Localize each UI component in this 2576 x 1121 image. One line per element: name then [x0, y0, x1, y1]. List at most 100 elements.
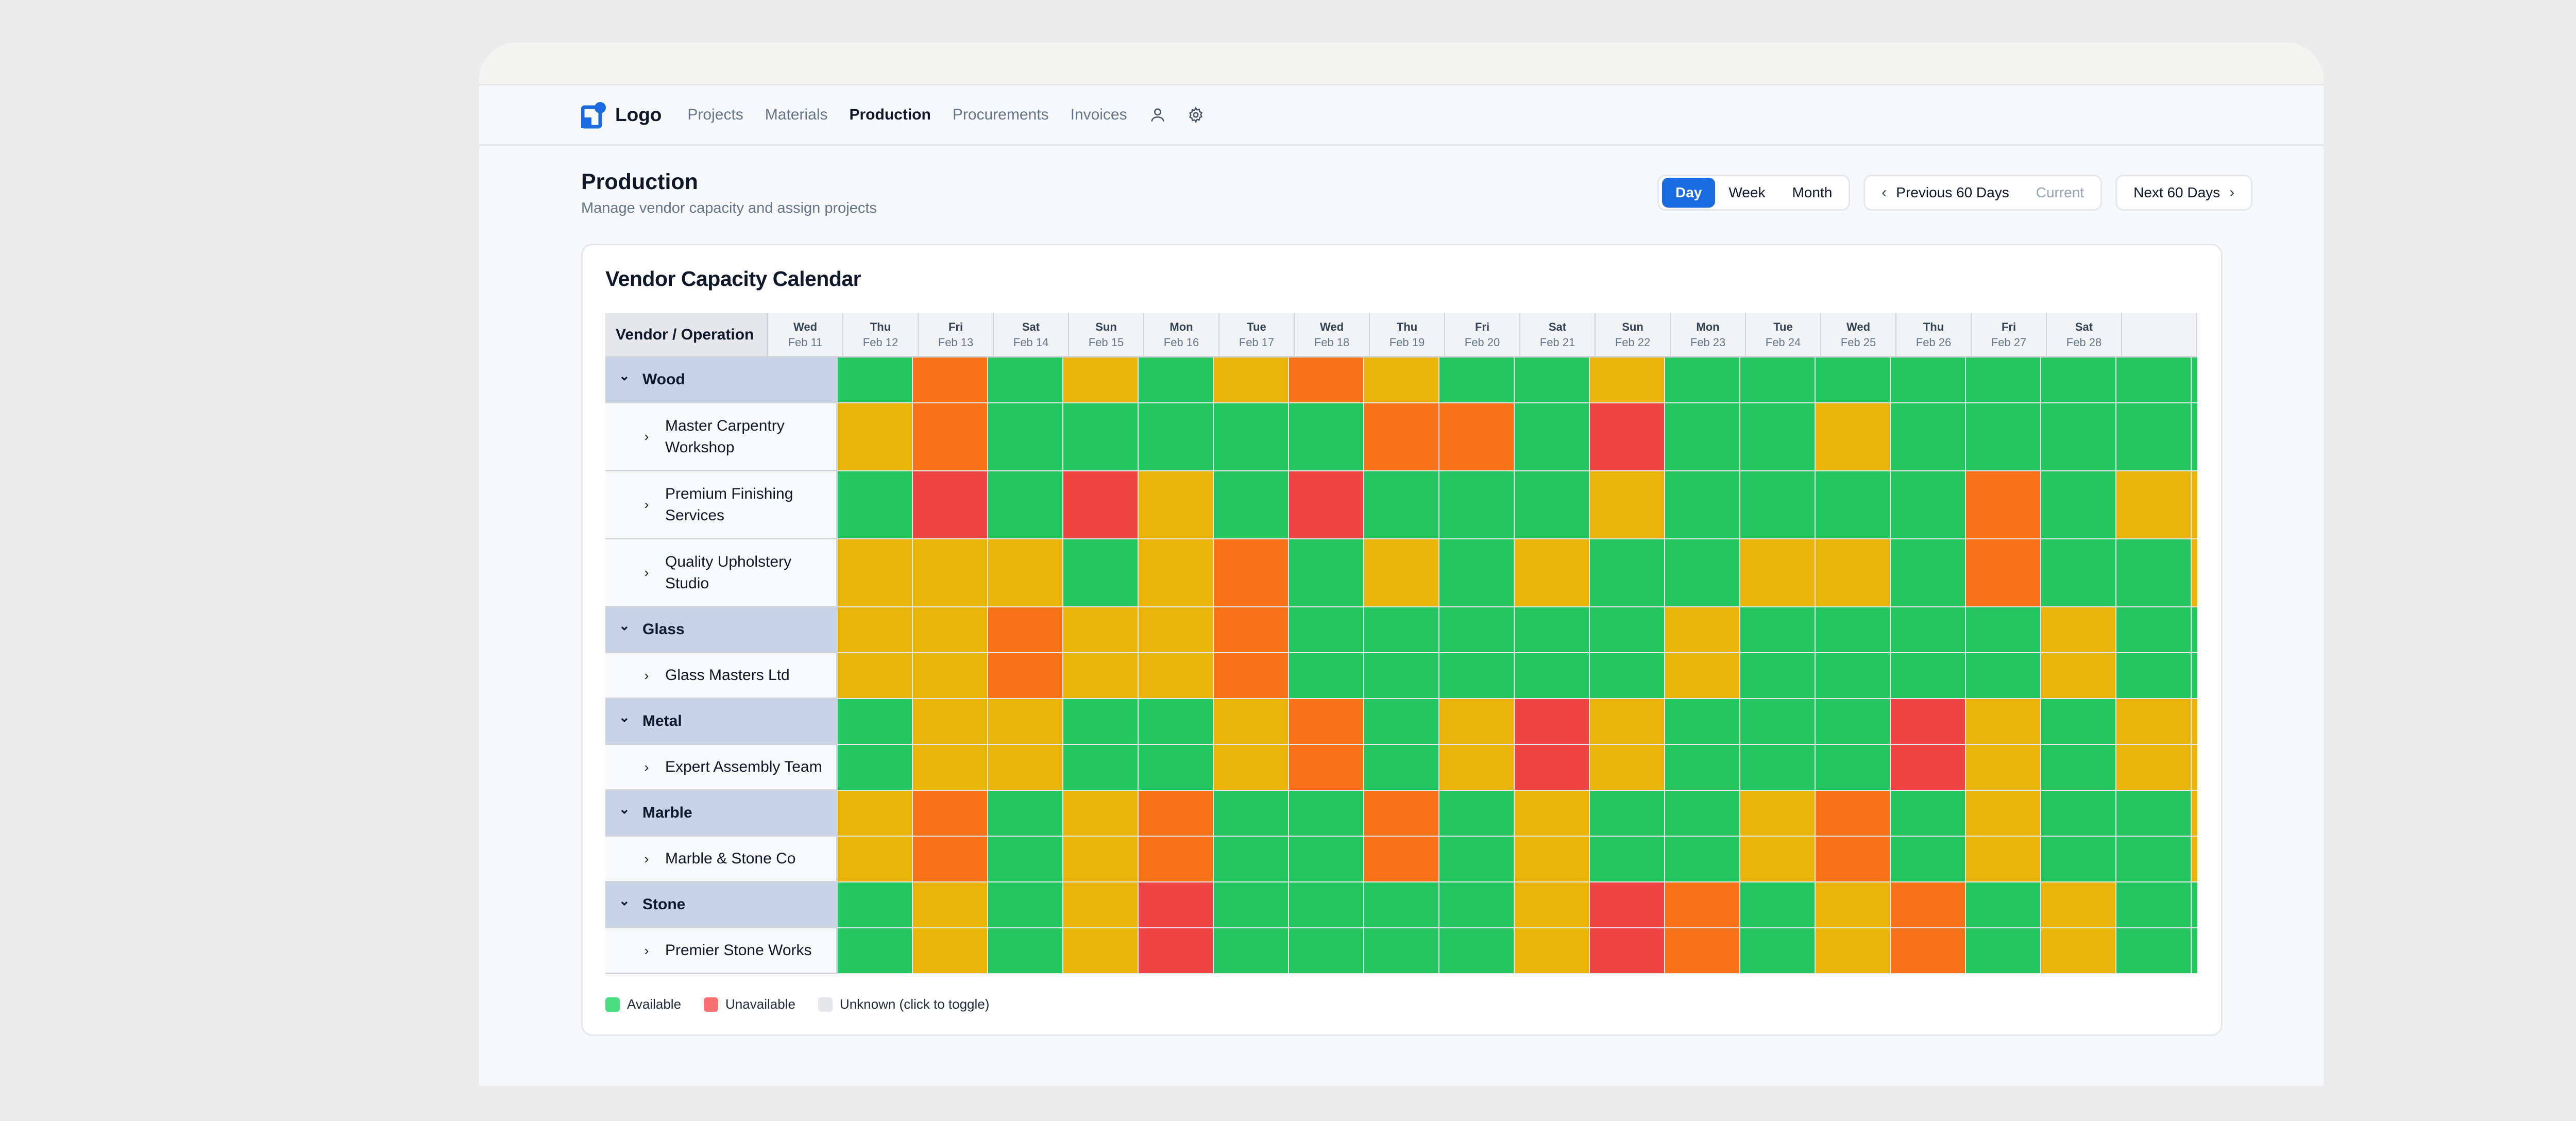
- capacity-cell[interactable]: [1439, 837, 1515, 882]
- vendor-label[interactable]: › Master Carpentry Workshop: [605, 403, 838, 471]
- capacity-cell[interactable]: [1364, 928, 1439, 974]
- capacity-cell[interactable]: [1063, 471, 1139, 539]
- capacity-cell[interactable]: [1665, 358, 1740, 403]
- capacity-cell[interactable]: [1966, 882, 2041, 928]
- capacity-cell[interactable]: [1740, 837, 1816, 882]
- capacity-cell[interactable]: [1364, 882, 1439, 928]
- capacity-cell[interactable]: [1816, 607, 1891, 653]
- capacity-cell[interactable]: [1063, 358, 1139, 403]
- capacity-cell[interactable]: [1515, 928, 1590, 974]
- capacity-cell[interactable]: [913, 403, 988, 471]
- capacity-cell[interactable]: [1816, 882, 1891, 928]
- capacity-cell[interactable]: [988, 791, 1063, 837]
- capacity-cell[interactable]: [838, 837, 913, 882]
- capacity-cell[interactable]: [2192, 471, 2197, 539]
- capacity-cell[interactable]: [913, 653, 988, 699]
- capacity-cell[interactable]: [1891, 653, 1966, 699]
- nav-link-invoices[interactable]: Invoices: [1070, 106, 1127, 123]
- capacity-cell[interactable]: [1966, 745, 2041, 791]
- capacity-cell[interactable]: [913, 607, 988, 653]
- capacity-cell[interactable]: [2041, 699, 2116, 745]
- capacity-cell[interactable]: [1364, 539, 1439, 607]
- capacity-cell[interactable]: [988, 653, 1063, 699]
- capacity-cell[interactable]: [913, 791, 988, 837]
- capacity-cell[interactable]: [2116, 539, 2192, 607]
- capacity-cell[interactable]: [1439, 882, 1515, 928]
- capacity-cell[interactable]: [1139, 837, 1214, 882]
- chevron-right-icon[interactable]: ›: [644, 759, 649, 775]
- capacity-cell[interactable]: [1139, 699, 1214, 745]
- capacity-cell[interactable]: [1891, 928, 1966, 974]
- capacity-cell[interactable]: [838, 539, 913, 607]
- gear-icon[interactable]: [1187, 106, 1205, 124]
- capacity-cell[interactable]: [913, 837, 988, 882]
- capacity-cell[interactable]: [2116, 471, 2192, 539]
- capacity-cell[interactable]: [2116, 358, 2192, 403]
- capacity-cell[interactable]: [2041, 791, 2116, 837]
- nav-link-projects[interactable]: Projects: [687, 106, 743, 123]
- view-day-button[interactable]: Day: [1662, 178, 1716, 208]
- capacity-cell[interactable]: [2041, 358, 2116, 403]
- capacity-cell[interactable]: [2116, 791, 2192, 837]
- capacity-cell[interactable]: [1289, 699, 1364, 745]
- capacity-cell[interactable]: [1289, 403, 1364, 471]
- capacity-cell[interactable]: [2192, 403, 2197, 471]
- capacity-cell[interactable]: [2041, 653, 2116, 699]
- capacity-cell[interactable]: [1740, 791, 1816, 837]
- capacity-cell[interactable]: [988, 882, 1063, 928]
- capacity-cell[interactable]: [2116, 928, 2192, 974]
- capacity-cell[interactable]: [988, 471, 1063, 539]
- capacity-cell[interactable]: [1515, 882, 1590, 928]
- nav-link-procurements[interactable]: Procurements: [952, 106, 1049, 123]
- chevron-right-icon[interactable]: ›: [644, 429, 649, 444]
- capacity-cell[interactable]: [1063, 837, 1139, 882]
- view-month-button[interactable]: Month: [1792, 184, 1833, 200]
- capacity-cell[interactable]: [838, 471, 913, 539]
- capacity-cell[interactable]: [1891, 745, 1966, 791]
- capacity-cell[interactable]: [1063, 653, 1139, 699]
- vendor-label[interactable]: › Glass Masters Ltd: [605, 653, 838, 699]
- capacity-cell[interactable]: [1665, 607, 1740, 653]
- capacity-cell[interactable]: [838, 358, 913, 403]
- capacity-cell[interactable]: [1740, 928, 1816, 974]
- capacity-cell[interactable]: [1891, 837, 1966, 882]
- capacity-cell[interactable]: [1966, 699, 2041, 745]
- capacity-cell[interactable]: [1063, 928, 1139, 974]
- group-label[interactable]: ⌄ Wood: [605, 358, 838, 403]
- capacity-cell[interactable]: [1063, 607, 1139, 653]
- capacity-cell[interactable]: [913, 928, 988, 974]
- capacity-cell[interactable]: [2116, 607, 2192, 653]
- capacity-cell[interactable]: [1139, 882, 1214, 928]
- capacity-cell[interactable]: [2041, 403, 2116, 471]
- capacity-cell[interactable]: [1740, 358, 1816, 403]
- capacity-cell[interactable]: [1515, 791, 1590, 837]
- capacity-cell[interactable]: [1364, 653, 1439, 699]
- capacity-cell[interactable]: [988, 403, 1063, 471]
- capacity-cell[interactable]: [2041, 882, 2116, 928]
- capacity-cell[interactable]: [1063, 882, 1139, 928]
- capacity-cell[interactable]: [1816, 653, 1891, 699]
- capacity-cell[interactable]: [838, 882, 913, 928]
- capacity-cell[interactable]: [1214, 403, 1289, 471]
- chevron-down-icon[interactable]: ⌄: [619, 709, 630, 725]
- view-week-button[interactable]: Week: [1728, 184, 1766, 200]
- capacity-cell[interactable]: [1364, 403, 1439, 471]
- capacity-cell[interactable]: [1364, 837, 1439, 882]
- capacity-cell[interactable]: [1214, 745, 1289, 791]
- nav-link-production[interactable]: Production: [849, 106, 931, 123]
- chevron-right-icon[interactable]: ›: [644, 851, 649, 867]
- capacity-cell[interactable]: [1891, 791, 1966, 837]
- chevron-down-icon[interactable]: ⌄: [619, 367, 630, 383]
- capacity-cell[interactable]: [1289, 837, 1364, 882]
- capacity-cell[interactable]: [2192, 699, 2197, 745]
- capacity-cell[interactable]: [1139, 403, 1214, 471]
- user-icon[interactable]: [1149, 106, 1166, 124]
- capacity-cell[interactable]: [1966, 791, 2041, 837]
- capacity-cell[interactable]: [2192, 358, 2197, 403]
- capacity-cell[interactable]: [1439, 699, 1515, 745]
- capacity-cell[interactable]: [1289, 471, 1364, 539]
- capacity-cell[interactable]: [1214, 539, 1289, 607]
- capacity-cell[interactable]: [1439, 607, 1515, 653]
- capacity-cell[interactable]: [1590, 745, 1665, 791]
- capacity-cell[interactable]: [1063, 539, 1139, 607]
